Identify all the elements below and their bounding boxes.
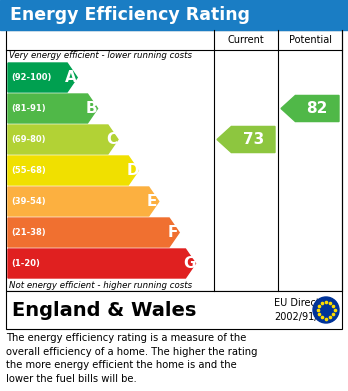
Text: A: A [65, 70, 77, 85]
Text: 73: 73 [243, 132, 264, 147]
Text: D: D [126, 163, 139, 178]
Text: The energy efficiency rating is a measure of the
overall efficiency of a home. T: The energy efficiency rating is a measur… [6, 333, 258, 384]
Text: Energy Efficiency Rating: Energy Efficiency Rating [10, 6, 250, 24]
Text: 82: 82 [307, 101, 328, 116]
Text: Potential: Potential [288, 35, 332, 45]
Text: (92-100): (92-100) [11, 73, 52, 82]
Text: B: B [86, 101, 97, 116]
Bar [0, 0, 348, 30]
Text: (39-54): (39-54) [11, 197, 46, 206]
Bar [6, 30, 342, 291]
Text: Current: Current [228, 35, 264, 45]
Polygon shape [8, 249, 196, 278]
Text: (69-80): (69-80) [11, 135, 46, 144]
Polygon shape [8, 125, 118, 154]
Polygon shape [8, 156, 139, 185]
Text: C: C [106, 132, 117, 147]
Polygon shape [281, 95, 339, 122]
Polygon shape [8, 218, 179, 247]
Text: (21-38): (21-38) [11, 228, 46, 237]
Text: Very energy efficient - lower running costs: Very energy efficient - lower running co… [9, 52, 192, 61]
Polygon shape [8, 94, 97, 123]
Text: (55-68): (55-68) [11, 166, 46, 175]
Text: G: G [183, 256, 196, 271]
Text: (1-20): (1-20) [11, 259, 40, 268]
Text: England & Wales: England & Wales [12, 301, 196, 319]
Bar [6, 291, 342, 329]
Circle shape [313, 297, 339, 323]
Text: (81-91): (81-91) [11, 104, 46, 113]
Polygon shape [217, 126, 275, 152]
Text: Not energy efficient - higher running costs: Not energy efficient - higher running co… [9, 280, 192, 289]
Text: EU Directive
2002/91/EC: EU Directive 2002/91/EC [274, 298, 334, 322]
Polygon shape [8, 63, 77, 92]
Polygon shape [8, 187, 159, 216]
Text: E: E [147, 194, 157, 209]
Text: F: F [167, 225, 177, 240]
